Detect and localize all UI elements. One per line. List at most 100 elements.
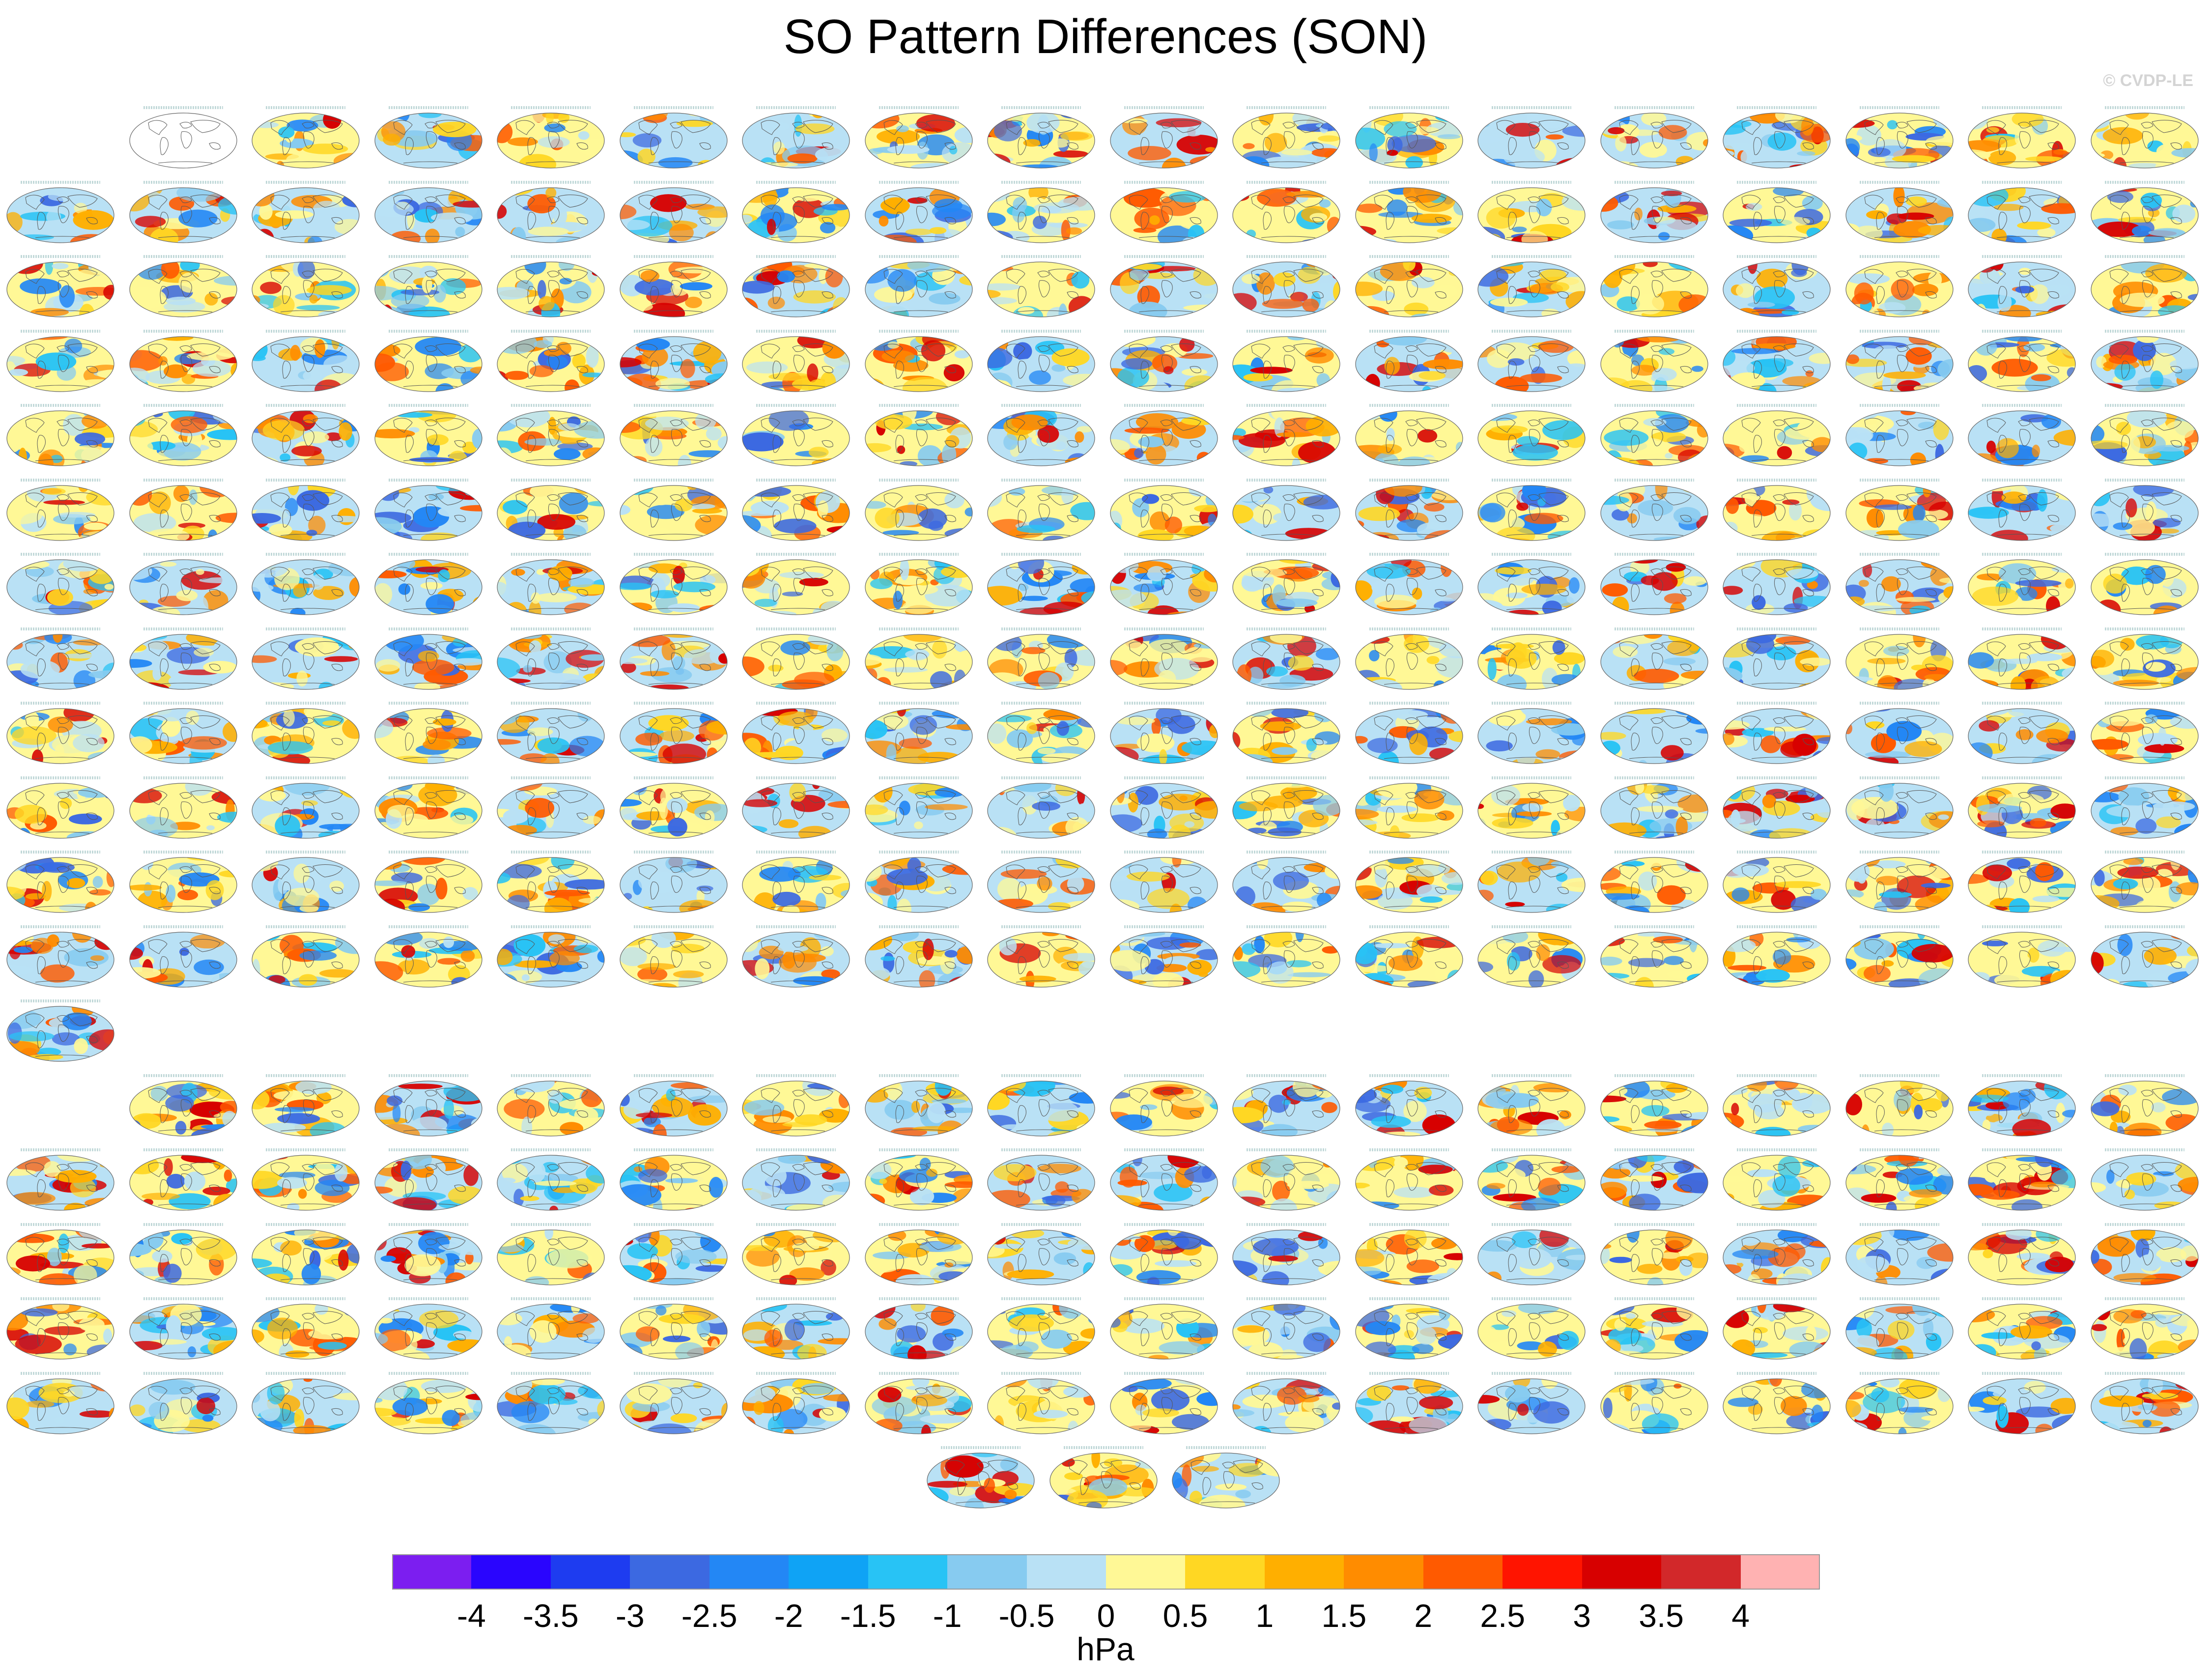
map-panel <box>1722 102 1831 169</box>
panel-title-strip <box>388 404 468 407</box>
world-map <box>1600 633 1708 690</box>
panel-title-strip <box>2104 1223 2184 1226</box>
colorbar-tick-label: 2 <box>1414 1597 1433 1634</box>
colorbar-box <box>947 1554 1027 1590</box>
world-map <box>864 336 973 392</box>
panel-title-strip <box>756 851 836 854</box>
map-panel <box>741 549 850 616</box>
map-panel <box>1049 1442 1158 1509</box>
panel-title-strip <box>266 1223 345 1226</box>
world-map <box>1845 1080 1954 1137</box>
world-map <box>1845 113 1954 169</box>
map-panel <box>1600 1219 1709 1286</box>
map-panel <box>496 102 605 169</box>
map-panel <box>1722 921 1831 988</box>
world-map <box>1232 1304 1340 1360</box>
panel-title-strip <box>143 180 223 184</box>
map-panel <box>2090 1070 2199 1137</box>
panel-title-strip <box>21 776 100 779</box>
world-map <box>1355 1378 1463 1434</box>
panel-title-strip <box>266 1371 345 1375</box>
world-map <box>1355 1304 1463 1360</box>
world-map <box>1109 187 1218 243</box>
map-panel <box>1477 177 1586 244</box>
panel-title-strip <box>266 106 345 109</box>
map-panel <box>129 251 238 318</box>
map-panel <box>1477 847 1586 913</box>
colorbar-tick-label: -3.5 <box>523 1597 579 1634</box>
world-map <box>2090 1378 2199 1434</box>
colorbar-box <box>1344 1554 1424 1590</box>
map-panel <box>2090 698 2199 765</box>
world-map <box>742 931 850 988</box>
world-map <box>1477 484 1586 541</box>
map-panel <box>1967 847 2076 913</box>
panel-title-strip <box>1614 255 1694 258</box>
panel-title-strip <box>1124 1148 1204 1151</box>
colorbar-units-label: hPa <box>1077 1631 1134 1667</box>
map-panel <box>1232 921 1341 988</box>
panel-title-strip <box>388 776 468 779</box>
map-panel <box>2090 1368 2199 1435</box>
world-map <box>129 261 237 317</box>
map-panel <box>1232 326 1341 393</box>
panel-title-strip <box>879 180 959 184</box>
world-map <box>2090 410 2199 466</box>
panel-title-strip <box>143 329 223 333</box>
map-panel <box>1600 549 1709 616</box>
map-panel <box>2090 847 2199 913</box>
world-map <box>252 931 360 988</box>
map-panel <box>129 1368 238 1435</box>
world-map <box>987 1229 1095 1285</box>
panel-title-strip <box>879 925 959 928</box>
colorbar-tick-label: 0.5 <box>1162 1597 1208 1634</box>
map-panel <box>1477 400 1586 467</box>
map-panel <box>6 921 115 988</box>
world-map <box>987 484 1095 541</box>
panel-title-strip <box>1369 106 1449 109</box>
world-map <box>6 1378 114 1434</box>
map-panel <box>1967 772 2076 839</box>
world-map <box>374 559 482 615</box>
panel-title-strip <box>1492 106 1571 109</box>
map-panel <box>251 177 360 244</box>
world-map <box>1232 410 1340 466</box>
panel-title-strip <box>1859 776 1939 779</box>
map-panel <box>496 1293 605 1360</box>
panel-title-strip <box>21 180 100 184</box>
panel-title-strip <box>1614 627 1694 630</box>
world-map <box>2090 1304 2199 1360</box>
map-panel <box>129 698 238 765</box>
panel-title-strip <box>1492 1074 1571 1077</box>
panel-title-strip <box>1982 627 2062 630</box>
panel-title-strip <box>388 255 468 258</box>
panel-title-strip <box>1247 106 1326 109</box>
world-map <box>1723 1304 1831 1360</box>
world-map <box>1600 708 1708 764</box>
world-map <box>1109 410 1218 466</box>
map-panel <box>1109 921 1219 988</box>
world-map <box>1232 782 1340 839</box>
panel-title-strip <box>21 925 100 928</box>
colorbar-tick-label: 0 <box>1097 1597 1115 1634</box>
map-panel <box>1845 326 1954 393</box>
panel-title-strip <box>1369 1148 1449 1151</box>
map-panel <box>1600 1368 1709 1435</box>
world-map <box>742 708 850 764</box>
colorbar-tick-label: 1 <box>1255 1597 1274 1634</box>
map-panel <box>1722 251 1831 318</box>
panel-title-strip <box>143 1074 223 1077</box>
map-panel <box>987 177 1096 244</box>
world-map <box>1723 113 1831 169</box>
world-map <box>1477 782 1586 839</box>
panel-title-strip <box>756 329 836 333</box>
panel-title-strip <box>1186 1446 1266 1449</box>
panel-title-strip <box>1859 702 1939 705</box>
map-panel <box>2090 475 2199 541</box>
map-panel <box>251 102 360 169</box>
map-panel <box>129 772 238 839</box>
map-panel <box>987 475 1096 541</box>
world-map <box>1109 1080 1218 1137</box>
map-panel <box>987 921 1096 988</box>
panel-title-strip <box>1859 404 1939 407</box>
